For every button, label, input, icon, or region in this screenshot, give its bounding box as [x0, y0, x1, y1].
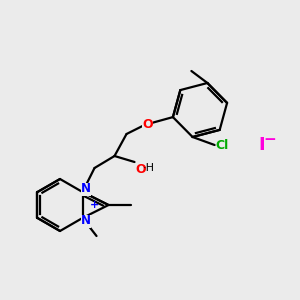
Text: O: O: [136, 163, 146, 176]
Text: +: +: [90, 200, 99, 210]
Text: Cl: Cl: [216, 139, 229, 152]
Text: −: −: [264, 133, 276, 148]
Text: I: I: [259, 136, 265, 154]
Text: ·H: ·H: [142, 163, 154, 173]
Text: N: N: [80, 214, 91, 227]
Text: O: O: [142, 118, 153, 130]
Text: N: N: [80, 182, 91, 196]
